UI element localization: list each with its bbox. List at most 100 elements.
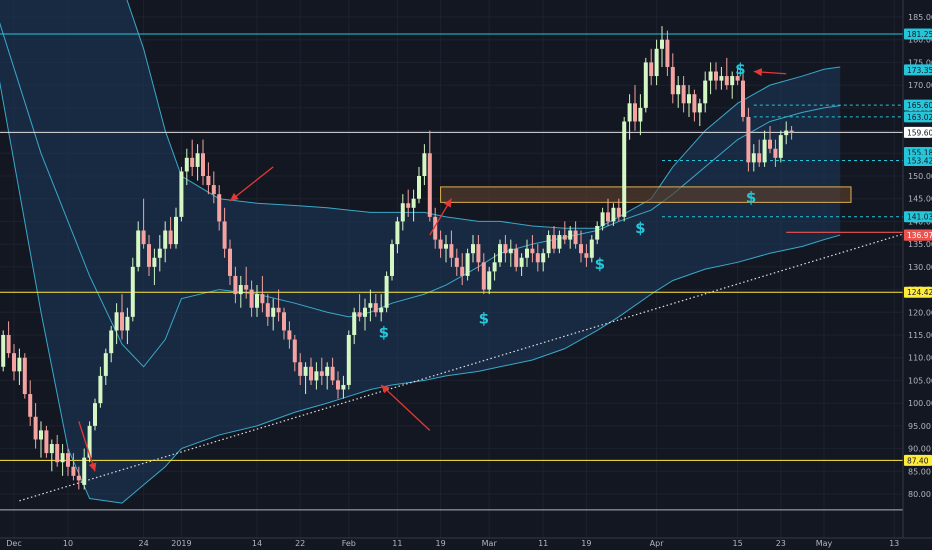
candle-body (481, 262, 486, 290)
candle-body (654, 48, 659, 77)
y-tick-label: 95.00 (908, 422, 931, 431)
candle-body (222, 221, 227, 249)
arrow-shaft (380, 384, 431, 431)
candle-body (784, 130, 789, 136)
dollar-marker: $ (379, 323, 389, 341)
price-label-box (904, 126, 932, 138)
candle-body (627, 103, 632, 122)
candle-body (508, 248, 513, 254)
candle-body (708, 71, 713, 81)
candle-body (379, 307, 384, 313)
price-label-box (904, 28, 932, 40)
candle-body (660, 39, 664, 49)
candle-body (417, 176, 421, 199)
candle-body (762, 139, 767, 163)
candle-body (552, 235, 556, 249)
price-label-text: 155.18 (907, 148, 932, 157)
price-label-text: 124.42 (907, 288, 932, 297)
candle-body (730, 76, 735, 86)
dollar-marker: $ (479, 310, 489, 328)
y-tick-label: 105.00 (908, 376, 932, 385)
candle-body (568, 230, 573, 240)
candle-body (163, 230, 168, 249)
candle-body (789, 130, 794, 133)
arrow-head (88, 462, 97, 472)
x-tick-label: 10 (63, 539, 73, 548)
time-axis[interactable]: Dec 10 24 2019 14 22 Feb 11 19 Mar 11 19 Apr 15 23 May 1… (0, 537, 932, 550)
candle-body (400, 203, 405, 222)
x-tick-label: Apr (650, 539, 665, 548)
candle-body (757, 153, 762, 163)
candle-body (454, 257, 459, 267)
candle-body (265, 303, 270, 317)
candle-body (465, 253, 470, 276)
candle-body (17, 357, 22, 372)
candle-body (82, 457, 87, 485)
candle-body (773, 148, 778, 158)
candle-body (433, 216, 438, 240)
y-tick-label: 85.00 (908, 467, 931, 476)
arrows (78, 68, 787, 472)
x-tick-label: 19 (436, 539, 446, 548)
resistance-zone (440, 186, 852, 203)
candle-body (368, 303, 373, 308)
candle-body (125, 316, 130, 331)
candle-body (724, 76, 729, 86)
candle-body (778, 135, 783, 158)
price-label-text: 173.35 (907, 66, 932, 75)
candle-body (255, 294, 259, 308)
price-label-text: 136.97 (907, 231, 932, 240)
x-tick-label: 11 (392, 539, 402, 548)
candle-body (6, 335, 11, 354)
candle-body (633, 103, 637, 122)
candle-body (589, 239, 594, 258)
candle-body (136, 230, 141, 267)
candle-body (665, 39, 670, 67)
candle-body (514, 248, 519, 267)
candle-body (352, 312, 357, 335)
x-tick-label: 22 (295, 539, 305, 548)
candle-body (541, 253, 546, 263)
x-tick-label: 24 (139, 539, 149, 548)
candle-body (444, 244, 448, 249)
candle-body (460, 266, 465, 276)
price-label-box (904, 211, 932, 223)
candle-body (168, 230, 173, 245)
arrow-shaft (229, 166, 274, 202)
candle-body (692, 94, 697, 113)
candle-body (211, 185, 216, 195)
candle-body (66, 453, 70, 467)
candle-body (525, 248, 529, 258)
candle-body (325, 366, 330, 376)
candle-body (535, 253, 540, 263)
candle-body (373, 303, 378, 313)
bollinger-bands (0, 0, 841, 504)
candle-body (751, 153, 756, 163)
candle-body (357, 312, 362, 317)
candle-body (195, 153, 200, 167)
candle-body (49, 444, 54, 454)
y-tick-label: 110.00 (908, 354, 932, 363)
candle-body (130, 266, 135, 317)
candle-body (249, 289, 254, 308)
candle-body (12, 353, 16, 372)
candle-body (595, 225, 600, 240)
candle-body (422, 153, 427, 176)
candle-body (152, 257, 157, 267)
arrow-head (381, 384, 390, 394)
y-tick-label: 175.00 (908, 58, 932, 67)
y-tick-label: 90.00 (908, 445, 931, 454)
price-label-text: 153.42 (907, 156, 932, 165)
candle-body (55, 444, 60, 463)
candle-body (406, 203, 411, 208)
candle-body (611, 207, 616, 222)
price-axis[interactable]: 80.00 85.00 90.00 95.00 100.00 105.00 110.00 11… (902, 0, 932, 550)
candle-body (228, 248, 232, 276)
horizontal-levels (0, 33, 903, 511)
candle-body (676, 85, 681, 95)
candle-body (703, 80, 708, 104)
arrow-head (230, 192, 239, 201)
price-label-text: 87.40 (907, 456, 929, 465)
candle-body (147, 244, 151, 267)
